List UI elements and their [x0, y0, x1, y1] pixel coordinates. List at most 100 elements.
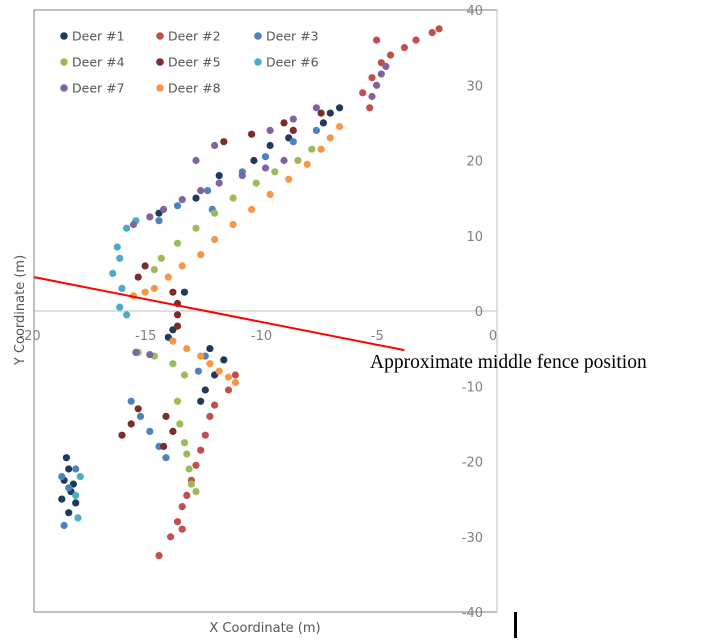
y-tick-label: 40	[466, 4, 483, 19]
data-point	[289, 126, 297, 134]
text-cursor-mark	[514, 612, 517, 638]
data-point	[150, 284, 158, 292]
data-point	[289, 138, 297, 146]
data-point	[285, 175, 293, 183]
legend-marker	[60, 58, 68, 66]
data-point	[60, 521, 68, 530]
x-tick-label: -20	[19, 329, 40, 344]
data-point	[72, 491, 80, 499]
y-tick-label: 0	[475, 305, 483, 320]
data-point	[72, 499, 80, 507]
data-point	[65, 465, 73, 473]
data-point	[266, 126, 274, 134]
legend-label: Deer #8	[168, 81, 221, 96]
data-point	[319, 119, 327, 127]
data-point	[74, 514, 82, 522]
y-tick-label: 30	[466, 79, 483, 94]
data-point	[359, 89, 367, 97]
legend-entry: Deer #8	[156, 81, 221, 96]
data-point	[173, 322, 182, 330]
data-point	[215, 172, 223, 180]
data-point	[368, 74, 376, 82]
data-point	[312, 126, 320, 134]
data-point	[220, 356, 228, 364]
data-point	[187, 480, 195, 488]
data-point	[180, 371, 189, 379]
data-point	[173, 202, 182, 210]
data-point	[162, 412, 170, 420]
series-7	[129, 62, 390, 359]
data-point	[169, 360, 177, 368]
data-point	[280, 119, 288, 127]
data-point	[271, 168, 279, 176]
data-point	[400, 44, 408, 52]
data-point	[178, 262, 186, 270]
legend-label: Deer #3	[266, 29, 319, 44]
data-point	[197, 251, 205, 259]
data-point	[197, 446, 205, 454]
legend-entry: Deer #4	[60, 55, 125, 70]
data-point	[377, 70, 385, 78]
data-point	[215, 179, 223, 187]
data-point	[224, 386, 233, 394]
data-point	[127, 397, 135, 405]
y-tick-label: -20	[462, 456, 483, 471]
legend-label: Deer #7	[72, 81, 125, 96]
data-point	[373, 36, 381, 44]
data-point	[113, 243, 121, 251]
data-point	[382, 62, 390, 70]
data-point	[169, 337, 177, 345]
data-point	[192, 156, 200, 165]
data-point	[317, 109, 325, 117]
data-point	[65, 509, 73, 517]
data-point	[231, 371, 239, 379]
data-point	[229, 194, 237, 202]
data-point	[116, 254, 124, 262]
data-point	[211, 235, 219, 244]
data-point	[127, 420, 135, 428]
data-point	[160, 442, 168, 450]
fence-annotation-label: Approximate middle fence position	[370, 352, 647, 373]
legend-entry: Deer #7	[60, 81, 125, 96]
data-point	[326, 134, 334, 142]
data-point	[178, 525, 186, 533]
legend-label: Deer #5	[168, 55, 221, 70]
data-point	[180, 288, 189, 296]
data-point	[201, 431, 209, 439]
data-point	[58, 495, 66, 503]
data-point	[62, 454, 70, 462]
legend-label: Deer #1	[72, 29, 125, 44]
data-point	[192, 224, 200, 232]
data-point	[192, 194, 200, 202]
legend-marker	[156, 58, 164, 66]
data-point	[201, 386, 209, 394]
data-point	[231, 378, 239, 387]
legend-entry: Deer #1	[60, 29, 125, 44]
data-point	[173, 311, 182, 319]
data-point	[206, 360, 214, 368]
x-tick-label: -10	[251, 329, 272, 344]
data-point	[326, 109, 334, 117]
data-point	[136, 412, 145, 420]
legend-entry: Deer #5	[156, 55, 221, 70]
y-tick-label: -40	[462, 606, 483, 621]
data-point	[197, 397, 205, 405]
series-2	[155, 25, 443, 560]
y-axis-title: Y Coordinate (m)	[13, 255, 28, 366]
x-tick-label: -5	[371, 329, 384, 344]
data-point	[248, 130, 256, 138]
data-point	[118, 284, 126, 292]
data-point	[192, 488, 200, 496]
data-point	[366, 104, 374, 112]
data-point	[224, 373, 233, 381]
y-tick-label: 10	[466, 230, 483, 245]
legend-marker	[254, 32, 262, 40]
data-point	[312, 104, 320, 112]
data-point	[220, 138, 228, 146]
data-point	[252, 179, 260, 187]
data-point	[266, 190, 274, 198]
x-tick-label: -15	[135, 329, 156, 344]
data-point	[116, 303, 124, 311]
data-point	[162, 454, 170, 462]
